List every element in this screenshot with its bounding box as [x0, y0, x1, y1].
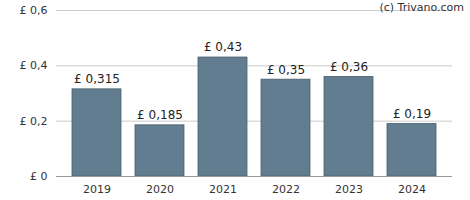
svg-text:£ 0,19: £ 0,19	[393, 107, 431, 121]
svg-text:£ 0,35: £ 0,35	[267, 63, 305, 77]
svg-text:£ 0,2: £ 0,2	[20, 115, 48, 128]
svg-text:£ 0,185: £ 0,185	[137, 108, 183, 122]
svg-text:2022: 2022	[272, 183, 300, 196]
svg-text:£ 0,315: £ 0,315	[74, 72, 120, 86]
svg-text:£ 0: £ 0	[30, 170, 48, 183]
svg-text:2019: 2019	[83, 183, 111, 196]
svg-text:£ 0,4: £ 0,4	[20, 59, 48, 72]
svg-text:2021: 2021	[209, 183, 237, 196]
svg-text:£ 0,6: £ 0,6	[20, 4, 48, 17]
svg-text:2020: 2020	[146, 183, 174, 196]
svg-text:£ 0,43: £ 0,43	[204, 40, 242, 54]
svg-text:2024: 2024	[398, 183, 426, 196]
svg-text:2023: 2023	[335, 183, 363, 196]
html-text:(c) Trivano.com: (c) Trivano.com	[379, 1, 464, 14]
svg-text:£ 0,36: £ 0,36	[330, 60, 368, 74]
